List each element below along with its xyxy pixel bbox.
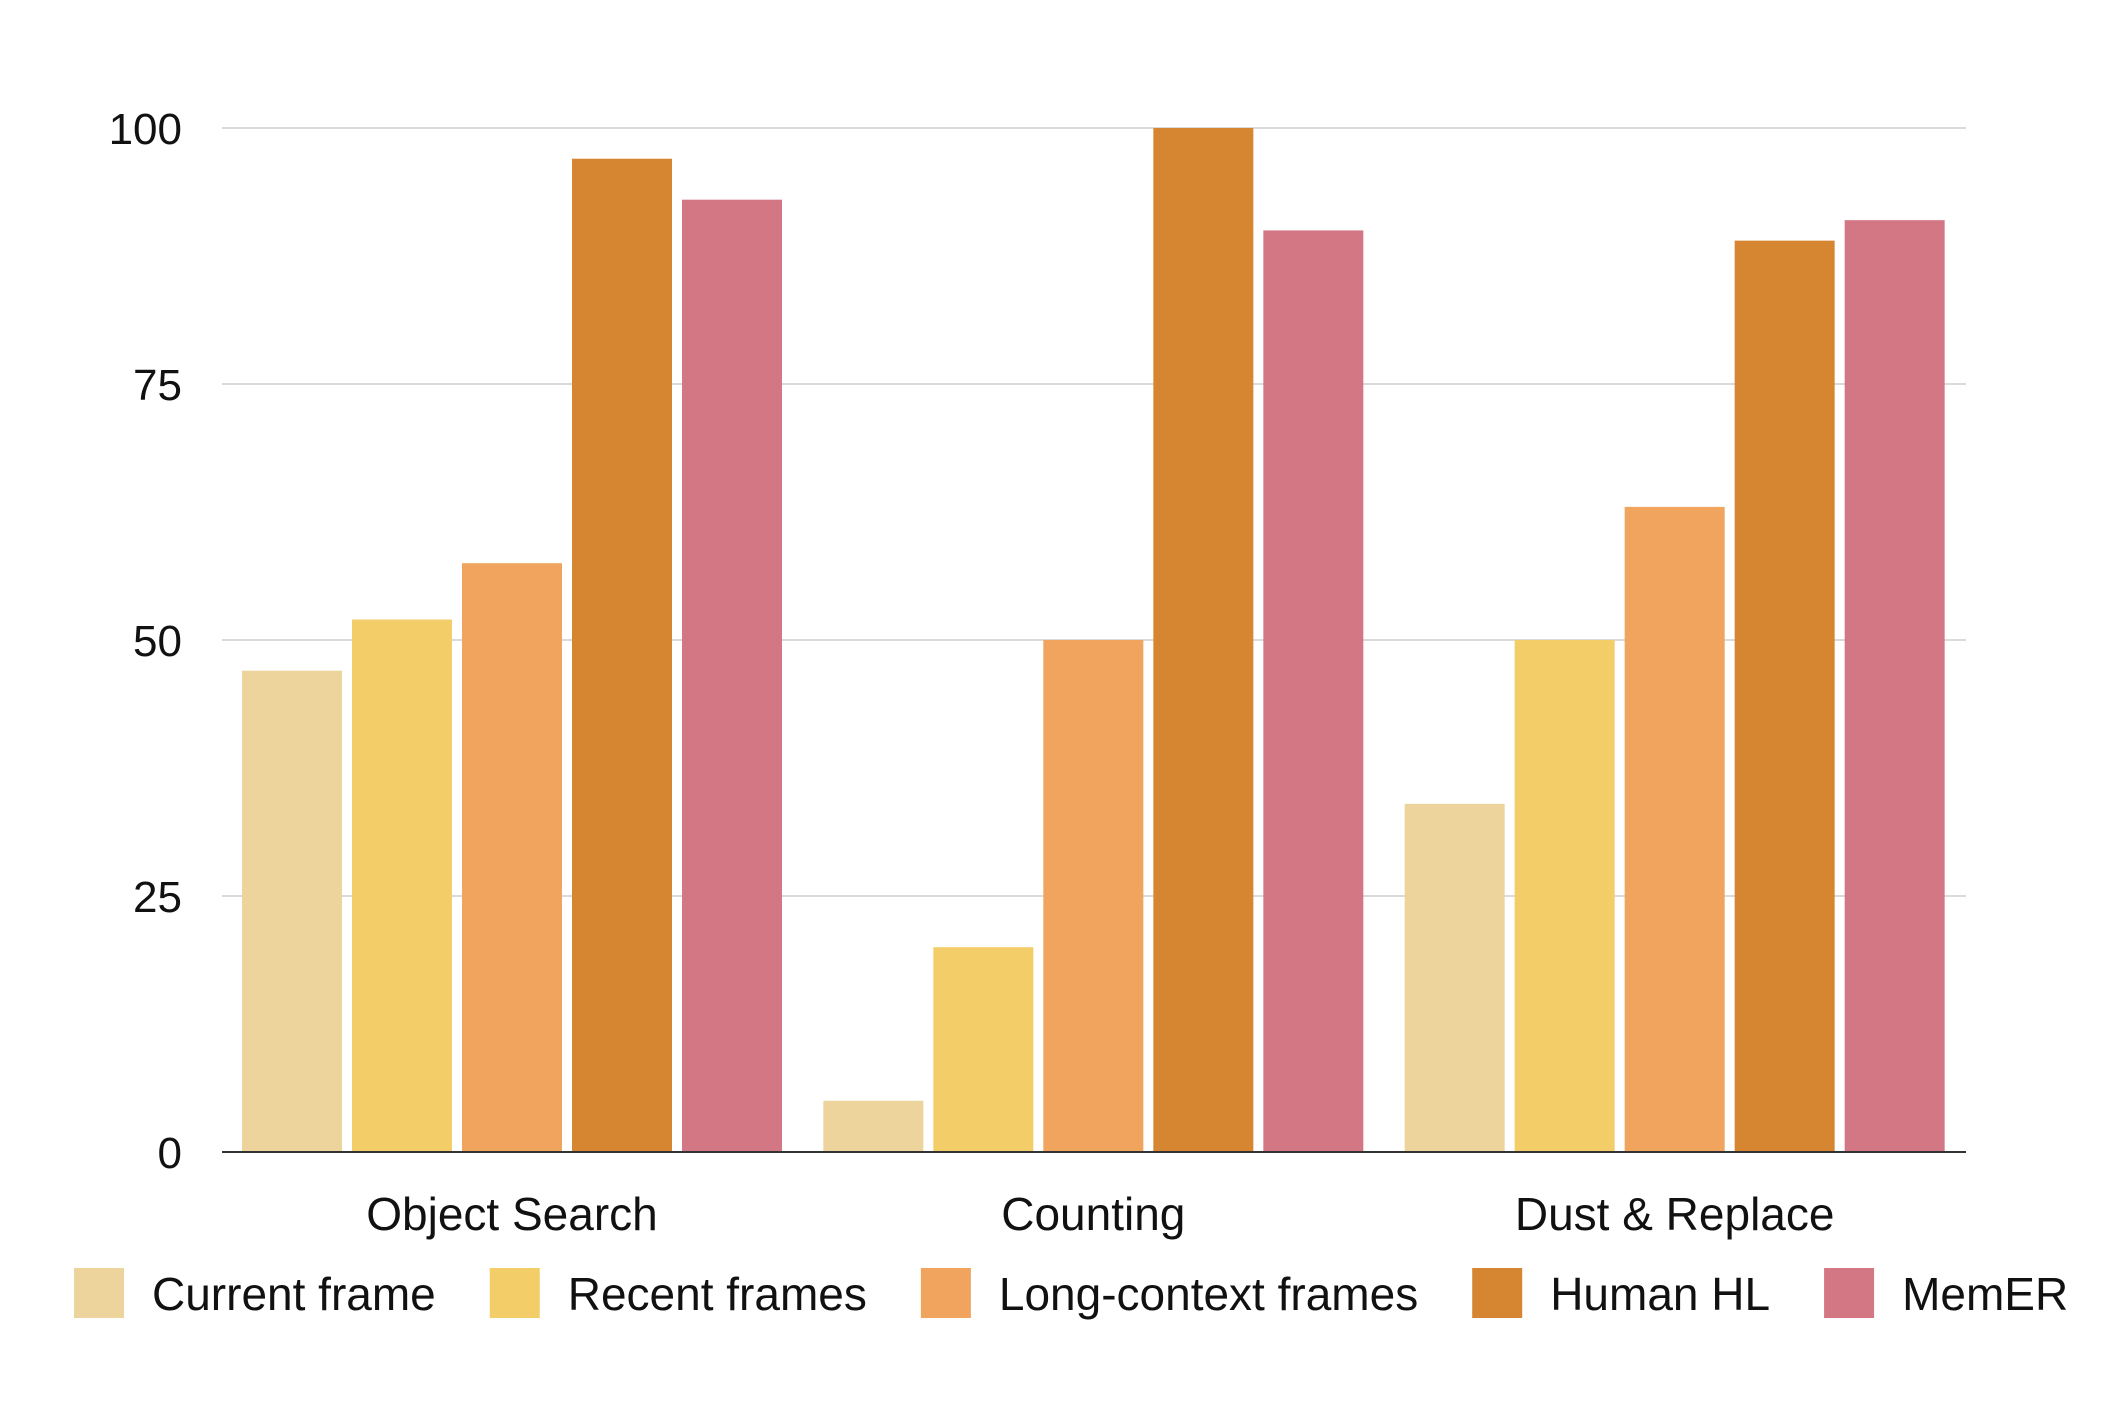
legend-item: Long-context frames [920,1268,1418,1320]
x-axis-category-labels: Object Search Counting Dust & Replace [366,1188,1834,1240]
bar [572,158,672,1153]
legend-label: Recent frames [568,1268,867,1320]
bar [823,1100,924,1152]
bar [1844,220,1945,1152]
legend-label: Human HL [1550,1268,1770,1320]
bar [1514,640,1615,1152]
y-tick-label: 100 [109,105,182,154]
bar [1734,240,1835,1152]
bar [1404,803,1505,1152]
bar [933,947,1034,1152]
legend-swatch [1824,1268,1875,1318]
y-tick-label: 75 [133,361,182,410]
bar [682,199,782,1152]
legend-swatch [489,1268,540,1318]
bar [1624,506,1725,1152]
legend-item: Recent frames [489,1268,867,1320]
y-axis-tick-labels: 0 25 50 75 100 [109,105,182,1178]
bars [242,128,1945,1153]
legend-label: Long-context frames [999,1268,1418,1320]
legend-swatch [1472,1268,1523,1318]
legend-swatch [920,1268,971,1318]
bar [462,563,562,1152]
legend-item: Human HL [1472,1268,1770,1320]
legend: Current frame Recent frames Long-context f… [74,1268,2068,1320]
bar [1153,128,1254,1152]
legend-item: MemER [1824,1268,2068,1320]
x-category-label: Object Search [366,1188,657,1240]
legend-swatch [74,1268,124,1318]
legend-item: Current frame [74,1268,436,1320]
x-category-label: Counting [1001,1188,1185,1240]
y-tick-label: 25 [133,873,182,922]
legend-label: MemER [1902,1268,2068,1320]
bar [1043,640,1144,1152]
x-category-label: Dust & Replace [1515,1188,1835,1240]
bar [352,619,452,1152]
y-tick-label: 0 [158,1129,182,1178]
legend-label: Current frame [152,1268,436,1320]
bar [242,670,342,1152]
y-tick-label: 50 [133,617,182,666]
bar [1263,230,1364,1152]
